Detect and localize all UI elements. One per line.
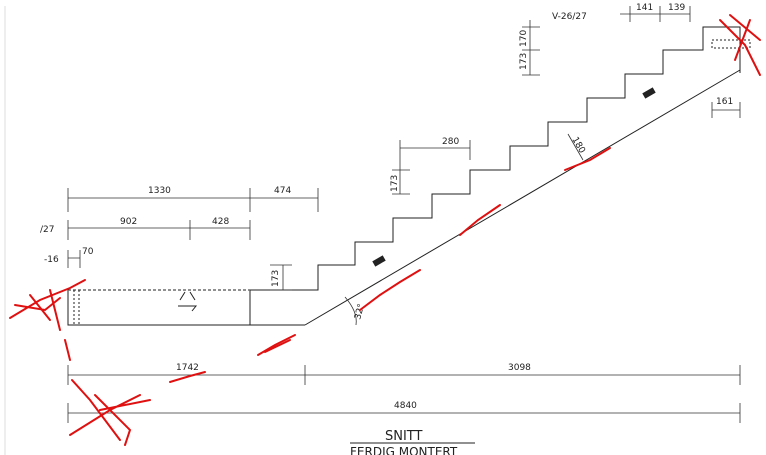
dimension: 902 — [120, 217, 137, 227]
stair-profile — [250, 26, 741, 291]
top-detail — [711, 39, 751, 49]
dimension: 474 — [274, 186, 291, 196]
dimension: -16 — [44, 255, 59, 265]
bracket — [372, 255, 386, 267]
red-markup — [9, 14, 761, 446]
angle-arc — [344, 296, 357, 326]
dimension: 428 — [212, 217, 229, 227]
reference: V-26/27 — [552, 12, 587, 22]
dimension: 4840 — [394, 401, 417, 411]
dimension: 139 — [668, 3, 685, 13]
dimension: 173 — [271, 270, 281, 287]
subtitle: FERDIG MONTERT — [350, 445, 458, 455]
dimension: 1330 — [148, 186, 171, 196]
dimension: 161 — [716, 97, 733, 107]
title: SNITT — [385, 429, 423, 444]
dimension: 70 — [82, 247, 94, 257]
dimension: 280 — [442, 137, 459, 147]
dimension: 141 — [636, 3, 653, 13]
dimension: 170 — [519, 30, 529, 47]
dimension: 1742 — [176, 363, 199, 373]
landing — [67, 289, 251, 326]
dimension: /27 — [40, 225, 54, 235]
stair-underside — [304, 69, 741, 326]
dimension: 173 — [519, 53, 529, 70]
dimension: 3098 — [508, 363, 531, 373]
dimension-lines — [67, 6, 741, 423]
dimension: 173 — [390, 175, 400, 192]
bracket — [642, 87, 656, 99]
